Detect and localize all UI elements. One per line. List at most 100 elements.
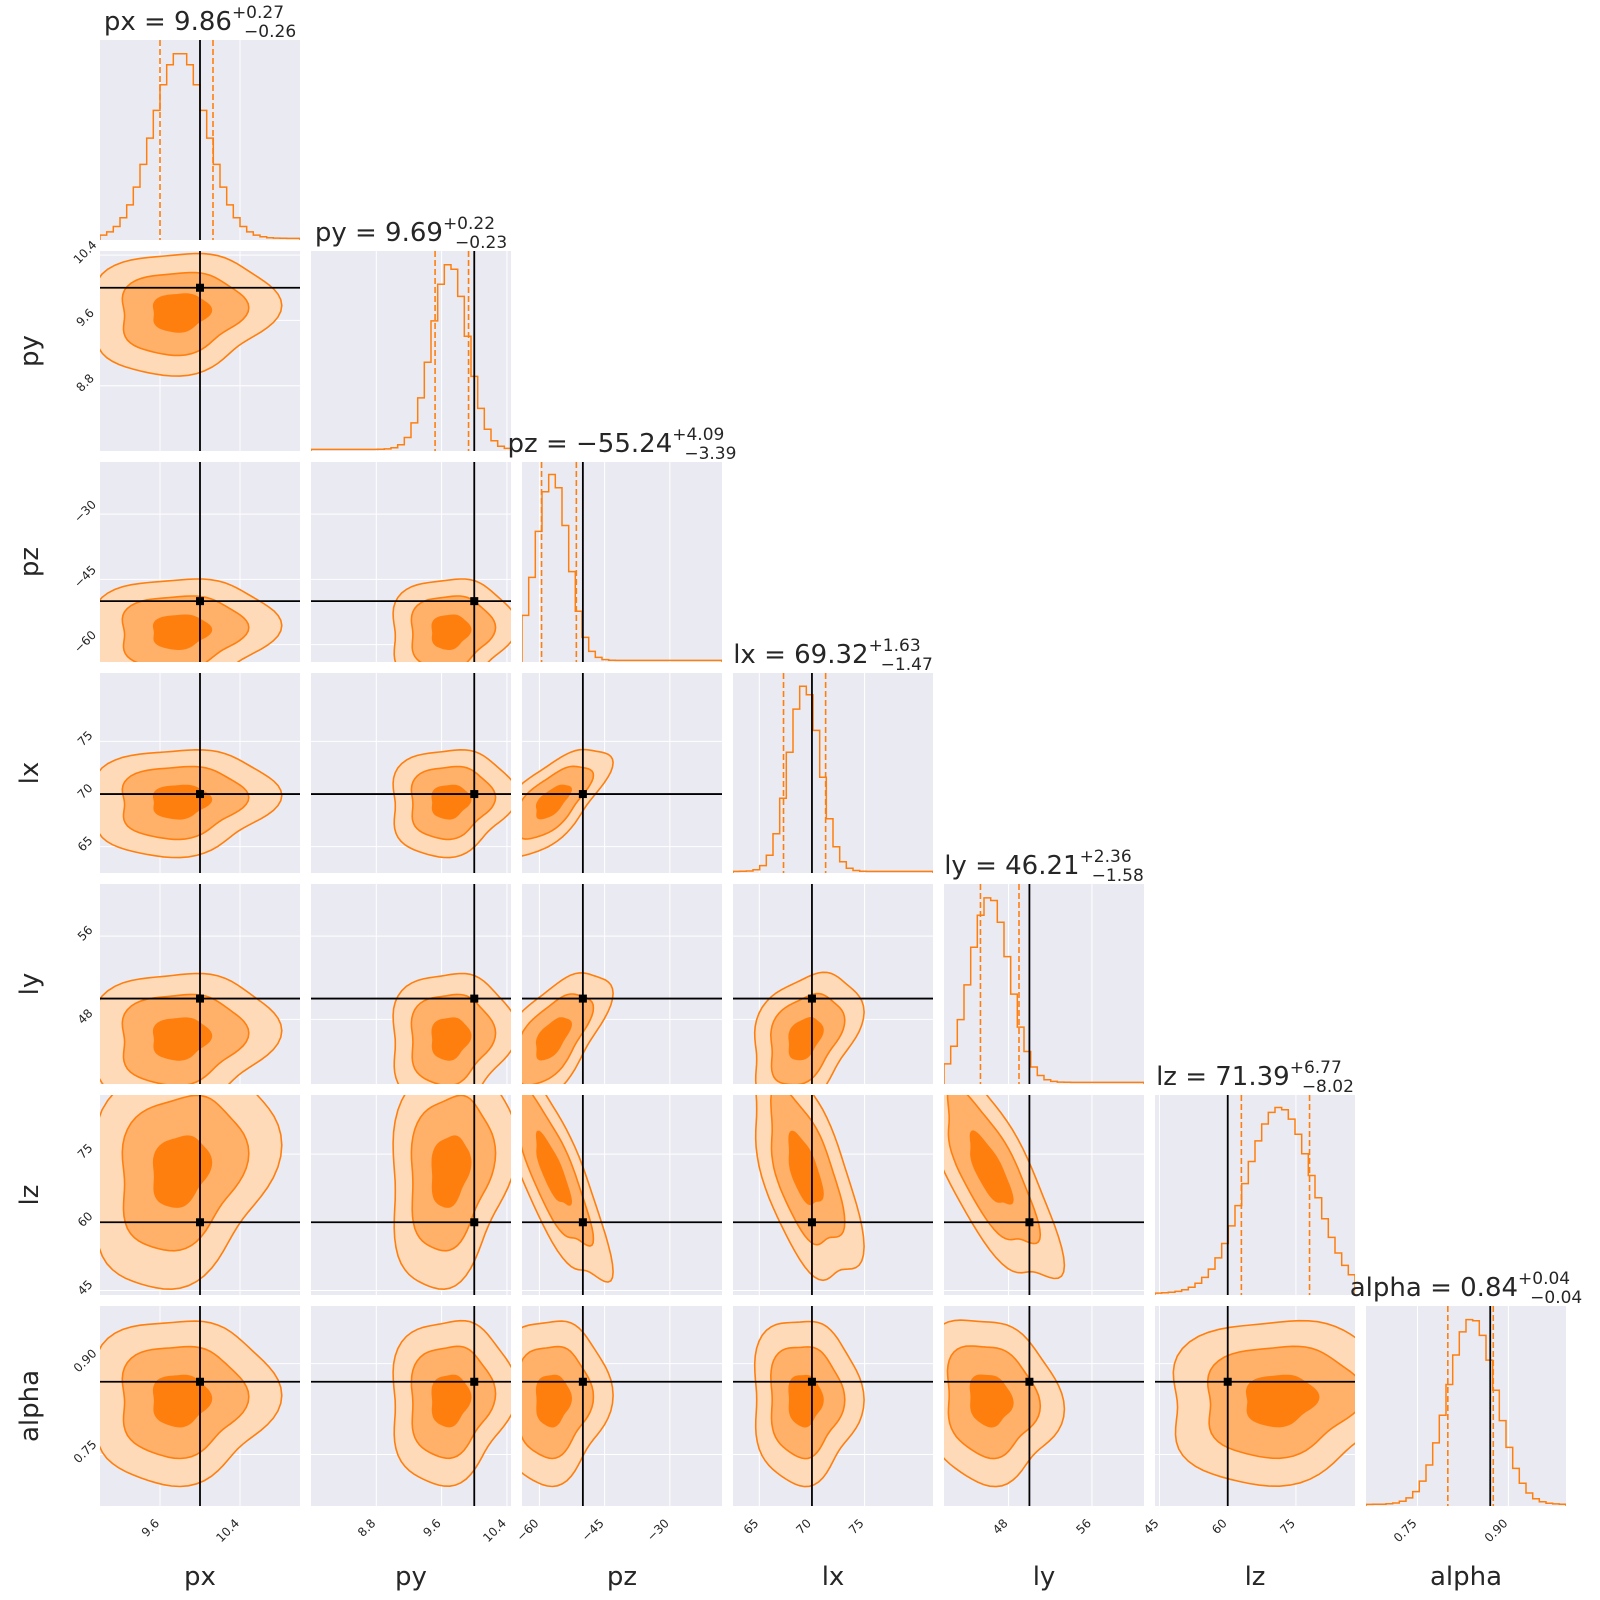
panel-px-py	[100, 251, 300, 451]
title-lz: lz = 71.39+6.77 −8.02	[1156, 1058, 1354, 1097]
title-upper: +6.77	[1290, 1058, 1342, 1078]
histogram-py	[311, 263, 511, 451]
x-tick-label: −60	[514, 1516, 542, 1544]
title-upper: +1.63	[869, 636, 921, 656]
panel-background	[1155, 1095, 1355, 1295]
truth-marker	[196, 994, 204, 1003]
panel-content	[100, 1306, 300, 1506]
title-ly: ly = 46.21+2.36 −1.58	[944, 847, 1144, 886]
panel-lx-lz	[733, 1095, 933, 1295]
contour-1-sigma	[152, 1374, 213, 1428]
truth-marker	[196, 790, 204, 799]
y-tick-label: 60	[75, 1209, 96, 1230]
panel-pz-lz	[522, 1095, 722, 1295]
panel-py-pz	[311, 462, 511, 662]
panel-ly-lz	[944, 1095, 1144, 1295]
panel-background	[944, 884, 1144, 1084]
panel-content	[100, 884, 300, 1084]
x-tick-label: 10.4	[480, 1516, 509, 1545]
truth-marker	[196, 1377, 204, 1386]
panel-content	[733, 1306, 933, 1506]
x-axis-label-py: py	[395, 1562, 427, 1592]
truth-marker	[196, 283, 204, 292]
y-tick-label: 75	[75, 1141, 96, 1162]
histogram-ly	[944, 897, 1144, 1084]
truth-marker	[1223, 1377, 1232, 1386]
panel-content	[944, 884, 1144, 1084]
panel-px-alpha	[100, 1306, 300, 1506]
x-tick-label: 0.75	[1391, 1516, 1420, 1545]
x-tick-label: 70	[793, 1516, 814, 1537]
panel-content	[944, 1095, 1144, 1295]
title-lower: −3.39	[684, 444, 736, 464]
panel-content	[1366, 1306, 1566, 1506]
truth-marker	[578, 994, 587, 1003]
title-prefix: py = 9.69	[315, 218, 443, 248]
y-tick-label: 70	[75, 781, 96, 802]
histogram-lz	[1155, 1106, 1355, 1295]
histogram-pz	[522, 473, 722, 662]
panel-content	[733, 884, 933, 1084]
contour-1-sigma	[431, 1374, 472, 1428]
x-tick-label: 0.90	[1482, 1516, 1511, 1545]
panel-content	[522, 884, 722, 1084]
y-tick-label: 56	[75, 923, 96, 944]
truth-marker	[1025, 1218, 1034, 1227]
x-tick-label: −45	[579, 1516, 607, 1544]
x-axis-label-px: px	[184, 1562, 216, 1592]
title-pz: pz = −55.24+4.09 −3.39	[508, 425, 737, 464]
panel-content	[944, 1306, 1144, 1506]
title-lower: −0.04	[1530, 1288, 1582, 1308]
panel-px-lz	[100, 1095, 300, 1295]
contour-1-sigma	[152, 614, 213, 650]
truth-marker	[470, 790, 479, 799]
panel-py-ly	[311, 884, 511, 1084]
title-prefix: lx = 69.32	[733, 640, 868, 670]
panel-background	[1366, 1306, 1566, 1506]
title-upper: +0.22	[443, 214, 495, 234]
histogram-lx	[733, 685, 933, 873]
panel-pz	[522, 462, 722, 662]
title-alpha: alpha = 0.84+0.04 −0.04	[1350, 1269, 1583, 1308]
panel-lz	[1155, 1095, 1355, 1295]
panel-py-alpha	[311, 1306, 511, 1506]
panel-content	[311, 1095, 511, 1295]
panel-pz-ly	[522, 884, 722, 1084]
panel-px-lx	[100, 673, 300, 873]
y-tick-label: 0.75	[71, 1437, 100, 1466]
y-axis-label-ly: ly	[15, 973, 45, 996]
contour-1-sigma	[152, 293, 213, 333]
panel-px	[100, 40, 300, 240]
panel-content	[733, 1095, 933, 1295]
contour-1-sigma	[535, 1017, 573, 1061]
x-tick-label: 60	[1209, 1516, 1230, 1537]
x-tick-label: 75	[846, 1516, 867, 1537]
x-tick-label: 75	[1277, 1516, 1298, 1537]
panel-background	[522, 462, 722, 662]
title-prefix: pz = −55.24	[508, 429, 673, 459]
title-py: py = 9.69+0.22 −0.23	[315, 214, 507, 253]
x-axis-label-alpha: alpha	[1430, 1562, 1502, 1592]
panel-content	[311, 251, 511, 451]
truth-marker	[578, 1218, 587, 1227]
truth-marker	[470, 1218, 479, 1227]
x-axis-label-pz: pz	[607, 1562, 637, 1592]
contour-1-sigma	[535, 1374, 573, 1428]
title-lower: −1.47	[881, 655, 933, 675]
panel-lx-ly	[733, 884, 933, 1084]
panel-content	[311, 462, 511, 662]
x-axis-label-lz: lz	[1245, 1562, 1266, 1592]
truth-marker	[1025, 1377, 1034, 1386]
y-tick-label: 10.4	[71, 238, 100, 267]
truth-marker	[470, 1377, 479, 1386]
title-lower: −1.58	[1092, 866, 1144, 886]
panel-pz-lx	[522, 673, 722, 873]
contour-1-sigma	[431, 1017, 472, 1061]
title-upper: +2.36	[1080, 847, 1132, 867]
panel-py	[311, 251, 511, 451]
y-tick-label: 48	[75, 1006, 96, 1027]
contour-1-sigma	[969, 1374, 1014, 1428]
y-tick-label: 65	[75, 834, 96, 855]
histogram-alpha	[1366, 1318, 1566, 1506]
